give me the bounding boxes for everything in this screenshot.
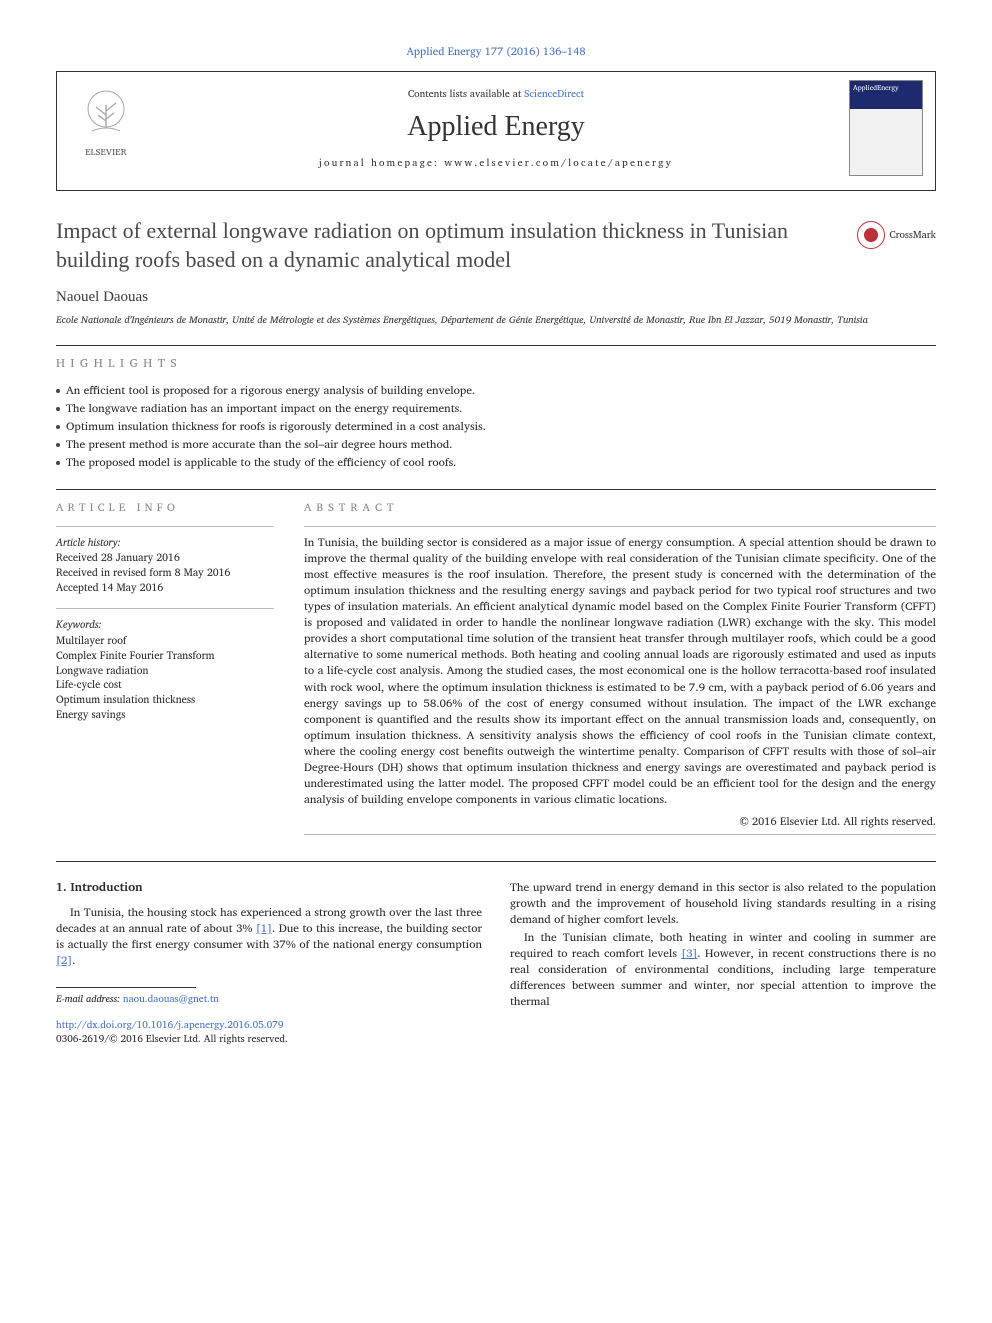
highlight-item: The present method is more accurate than… (56, 437, 936, 453)
history-accepted: Accepted 14 May 2016 (56, 580, 274, 595)
article-info-column: ARTICLE INFO Article history: Received 2… (56, 500, 274, 842)
highlight-item: The proposed model is applicable to the … (56, 455, 936, 471)
citation-line: Applied Energy 177 (2016) 136–148 (56, 44, 936, 59)
journal-cover-thumbnail: AppliedEnergy (849, 80, 923, 176)
highlights-list: An efficient tool is proposed for a rigo… (56, 383, 936, 471)
abstract-copyright: © 2016 Elsevier Ltd. All rights reserved… (304, 814, 936, 829)
keyword: Energy savings (56, 707, 274, 722)
author-email-link[interactable]: naou.daouas@gnet.tn (123, 991, 219, 1007)
thin-rule (304, 526, 936, 527)
intro-heading: 1. Introduction (56, 880, 482, 897)
thin-rule (56, 526, 274, 527)
article-info-label: ARTICLE INFO (56, 500, 274, 515)
intro-paragraph: In the Tunisian climate, both heating in… (510, 930, 936, 1010)
homepage-url: www.elsevier.com/locate/apenergy (444, 155, 673, 171)
highlight-item: Optimum insulation thickness for roofs i… (56, 419, 936, 435)
publisher-name: ELSEVIER (85, 146, 127, 159)
journal-homepage-line: journal homepage: www.elsevier.com/locat… (155, 156, 837, 170)
intro-paragraph: In Tunisia, the housing stock has experi… (56, 905, 482, 969)
homepage-prefix: journal homepage: (319, 155, 444, 171)
crossmark-badge[interactable]: CrossMark (857, 221, 936, 249)
email-label: E-mail address: (56, 991, 123, 1007)
abstract-label: ABSTRACT (304, 500, 936, 515)
thin-rule (56, 608, 274, 609)
section-rule (56, 489, 936, 490)
highlights-label: HIGHLIGHTS (56, 356, 936, 373)
section-rule (56, 345, 936, 346)
contents-prefix: Contents lists available at (408, 86, 524, 102)
thin-rule (304, 834, 936, 835)
elsevier-tree-icon (82, 87, 130, 143)
footer-block: E-mail address: naou.daouas@gnet.tn http… (56, 987, 482, 1046)
intro-paragraph: The upward trend in energy demand in thi… (510, 880, 936, 928)
author-affiliation: Ecole Nationale d'Ingénieurs de Monastir… (56, 314, 936, 328)
text-run: . (72, 951, 75, 970)
author-name: Naouel Daouas (56, 287, 936, 308)
footnote-rule (56, 987, 196, 988)
article-title: Impact of external longwave radiation on… (56, 217, 843, 274)
crossmark-icon (857, 221, 885, 249)
cover-title: AppliedEnergy (853, 84, 919, 94)
journal-name: Applied Energy (155, 107, 837, 146)
contents-list-line: Contents lists available at ScienceDirec… (155, 87, 837, 101)
body-columns: 1. Introduction In Tunisia, the housing … (56, 880, 936, 1046)
issn-copyright: 0306-2619/© 2016 Elsevier Ltd. All right… (56, 1032, 482, 1046)
highlight-item: The longwave radiation has an important … (56, 401, 936, 417)
publisher-logo: ELSEVIER (69, 87, 143, 169)
abstract-column: ABSTRACT In Tunisia, the building sector… (304, 500, 936, 842)
sciencedirect-link[interactable]: ScienceDirect (524, 86, 584, 102)
history-heading: Article history: (56, 535, 274, 550)
keywords-heading: Keywords: (56, 617, 274, 632)
journal-header: ELSEVIER Contents lists available at Sci… (56, 71, 936, 191)
email-line: E-mail address: naou.daouas@gnet.tn (56, 992, 482, 1006)
abstract-text: In Tunisia, the building sector is consi… (304, 535, 936, 809)
citation-link[interactable]: [2] (56, 951, 72, 970)
body-column-left: 1. Introduction In Tunisia, the housing … (56, 880, 482, 1046)
section-rule (56, 861, 936, 862)
highlight-item: An efficient tool is proposed for a rigo… (56, 383, 936, 399)
body-column-right: The upward trend in energy demand in thi… (510, 880, 936, 1046)
crossmark-label: CrossMark (889, 228, 936, 242)
